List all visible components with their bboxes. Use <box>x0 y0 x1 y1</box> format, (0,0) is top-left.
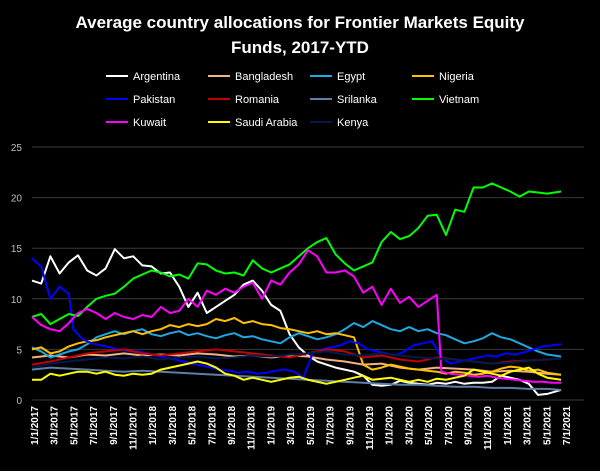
legend-label: Argentina <box>133 71 181 83</box>
x-tick-label: 11/1/2017 <box>129 406 140 450</box>
legend-label: Srilanka <box>337 94 378 106</box>
series-lines <box>31 182 562 396</box>
legend-label: Vietnam <box>439 94 479 106</box>
legend-label: Romania <box>235 94 280 106</box>
legend-label: Nigeria <box>439 71 475 83</box>
x-tick-label: 9/1/2018 <box>227 406 238 445</box>
y-tick-label: 15 <box>11 244 23 255</box>
legend-entry-kuwait: Kuwait <box>106 117 166 129</box>
legend-entry-egypt: Egypt <box>310 71 365 83</box>
x-tick-label: 5/1/2019 <box>306 406 317 445</box>
y-tick-label: 10 <box>11 295 23 306</box>
x-tick-label: 5/1/2021 <box>542 406 553 445</box>
y-tick-label: 20 <box>11 194 23 205</box>
series-line-pakistan <box>31 257 562 379</box>
x-tick-label: 7/1/2017 <box>89 406 100 445</box>
legend-entry-argentina: Argentina <box>106 71 181 83</box>
legend-entry-pakistan: Pakistan <box>106 94 175 106</box>
chart-title-line-2: Funds, 2017-YTD <box>231 38 369 57</box>
x-tick-label: 7/1/2020 <box>444 406 455 445</box>
series-line-kenya <box>31 350 562 369</box>
series-line-egypt <box>31 320 562 359</box>
x-tick-label: 5/1/2020 <box>424 406 435 445</box>
x-tick-label: 3/1/2017 <box>50 406 61 445</box>
x-tick-label: 3/1/2019 <box>286 406 297 445</box>
series-line-kuwait <box>31 249 561 384</box>
series-line-saudi-arabia <box>32 360 562 385</box>
x-tick-label: 3/1/2018 <box>168 406 179 445</box>
legend-entry-srilanka: Srilanka <box>310 94 378 106</box>
x-tick-label: 3/1/2020 <box>404 406 415 445</box>
y-tick-label: 0 <box>16 396 22 407</box>
legend-label: Kuwait <box>133 117 166 129</box>
x-tick-label: 7/1/2019 <box>326 406 337 445</box>
x-tick-label: 11/1/2019 <box>365 406 376 450</box>
x-tick-label: 5/1/2018 <box>188 406 199 445</box>
legend-entry-kenya: Kenya <box>310 117 369 129</box>
x-tick-label: 1/1/2017 <box>30 406 41 445</box>
x-tick-label: 1/1/2020 <box>385 406 396 445</box>
y-tick-label: 5 <box>16 345 22 356</box>
legend-label: Egypt <box>337 71 365 83</box>
legend-label: Pakistan <box>133 94 175 106</box>
legend: Argentina Bangladesh Egypt Nigeria Pakistan R… <box>106 71 479 129</box>
x-tick-label: 9/1/2020 <box>464 406 475 445</box>
y-axis: 0 5 10 15 20 25 <box>11 143 23 407</box>
x-tick-label: 1/1/2021 <box>503 406 514 445</box>
legend-label: Kenya <box>337 117 369 129</box>
x-tick-label: 9/1/2017 <box>109 406 120 445</box>
x-tick-label: 3/1/2021 <box>523 406 534 445</box>
legend-entry-vietnam: Vietnam <box>412 94 479 106</box>
series-line-argentina <box>31 248 562 396</box>
x-tick-label: 7/1/2021 <box>562 406 573 445</box>
legend-label: Saudi Arabia <box>235 117 298 129</box>
legend-entry-bangladesh: Bangladesh <box>208 71 293 83</box>
x-tick-label: 5/1/2017 <box>69 406 80 445</box>
x-tick-label: 1/1/2018 <box>148 406 159 445</box>
legend-entry-saudi-arabia: Saudi Arabia <box>208 117 298 129</box>
chart-title-line-1: Average country allocations for Frontier… <box>75 13 525 32</box>
series-line-nigeria <box>31 317 562 376</box>
legend-label: Bangladesh <box>235 71 293 83</box>
x-tick-label: 1/1/2019 <box>266 406 277 445</box>
series-line-srilanka <box>31 366 562 391</box>
legend-entry-nigeria: Nigeria <box>412 71 475 83</box>
x-tick-label: 9/1/2019 <box>345 406 356 445</box>
x-tick-label: 7/1/2018 <box>207 406 218 445</box>
x-tick-label: 11/1/2020 <box>483 406 494 450</box>
legend-entry-romania: Romania <box>208 94 280 106</box>
series-line-vietnam <box>31 182 562 326</box>
x-axis: 1/1/2017 3/1/2017 5/1/2017 7/1/2017 9/1/2017… <box>30 406 573 450</box>
x-tick-label: 11/1/2018 <box>247 406 258 450</box>
y-tick-label: 25 <box>11 143 23 154</box>
